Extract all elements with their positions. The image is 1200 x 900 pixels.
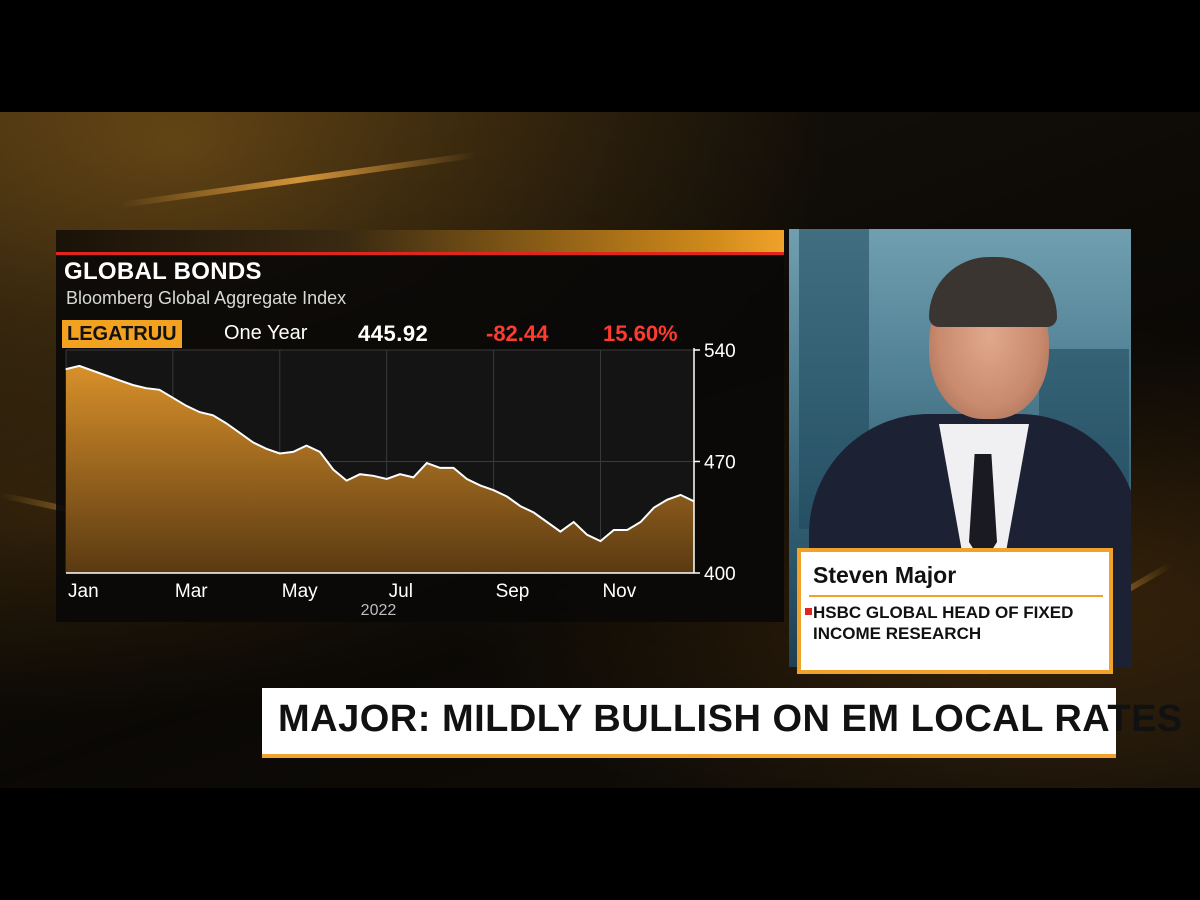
last-value: 445.92 (358, 321, 429, 346)
data-point (613, 529, 615, 531)
data-point (533, 511, 535, 514)
guest-title: HSBC GLOBAL HEAD OF FIXED INCOME RESEARC… (813, 603, 1074, 643)
data-point (680, 494, 682, 496)
data-point (653, 507, 655, 509)
y-tick-label: 540 (704, 341, 736, 362)
period-label: One Year (224, 322, 308, 344)
bullet-icon (805, 608, 812, 615)
series-line (65, 364, 695, 543)
data-point (493, 489, 495, 491)
data-point (265, 448, 267, 450)
data-point (559, 531, 561, 533)
data-point (452, 467, 455, 469)
data-point (666, 499, 668, 501)
data-point (185, 405, 187, 407)
data-point (426, 462, 428, 464)
data-point (466, 478, 468, 480)
data-point (573, 521, 575, 523)
data-point (519, 505, 521, 507)
data-point (145, 387, 147, 389)
data-point (372, 475, 374, 477)
data-point (279, 452, 281, 455)
x-tick-label: May (282, 581, 318, 602)
data-point (92, 370, 94, 372)
y-tick-label: 470 (704, 453, 736, 474)
data-point (225, 422, 227, 424)
guest-lower-third: Steven Major HSBC GLOBAL HEAD OF FIXED I… (797, 548, 1113, 674)
x-tick-label: Sep (496, 581, 530, 602)
data-point (332, 468, 334, 471)
data-point (118, 379, 120, 381)
data-point (626, 529, 628, 531)
data-point (292, 451, 294, 453)
y-tick-label: 400 (704, 564, 736, 585)
data-point (158, 389, 161, 391)
data-point (479, 484, 481, 486)
x-year-label: 2022 (361, 602, 397, 619)
chart-subtitle: Bloomberg Global Aggregate Index (66, 288, 347, 308)
data-point (546, 521, 548, 523)
data-point (239, 432, 241, 434)
ticker-badge: LEGATRUU (62, 320, 182, 348)
data-point (199, 411, 201, 413)
data-point (346, 480, 348, 482)
data-point (252, 441, 254, 443)
data-point (212, 414, 214, 416)
data-point (586, 534, 588, 536)
data-point (319, 451, 321, 453)
data-point (599, 540, 602, 542)
chart-panel: GLOBAL BONDS Bloomberg Global Aggregate … (56, 230, 784, 622)
data-point (386, 478, 388, 480)
data-point (640, 521, 642, 523)
net-change: -82.44 (486, 321, 549, 346)
guest-name: Steven Major (813, 562, 957, 588)
data-point (359, 473, 361, 475)
data-point (305, 445, 308, 447)
data-point (439, 467, 441, 469)
lower-third-rule (809, 595, 1103, 597)
panel-header-bar (56, 230, 784, 252)
x-tick-label: Mar (175, 581, 208, 602)
data-point (105, 374, 107, 377)
data-point (78, 365, 80, 367)
x-tick-label: Nov (602, 581, 636, 602)
data-point (65, 368, 67, 370)
data-point (399, 473, 401, 475)
data-point (506, 495, 508, 498)
data-point (132, 384, 134, 386)
data-point (172, 397, 174, 399)
panel-header-rule (56, 252, 784, 255)
background-light-streak (119, 151, 477, 208)
series-area (66, 365, 694, 573)
headline-text: MAJOR: MILDLY BULLISH ON EM LOCAL RATES (278, 698, 1183, 740)
quote-row: LEGATRUU One Year 445.92 -82.44 15.60% (62, 320, 702, 348)
guest-tie (969, 454, 997, 564)
x-tick-label: Jan (68, 581, 99, 602)
chart-title: GLOBAL BONDS (64, 258, 262, 285)
guest-hair (929, 257, 1057, 327)
percent-change: 15.60% (603, 321, 678, 346)
x-tick-label: Jul (389, 581, 413, 602)
headline-banner: MAJOR: MILDLY BULLISH ON EM LOCAL RATES (262, 688, 1182, 758)
area-chart: 540 470 400 Jan Mar May Jul Sep Nov 2022 (65, 341, 736, 619)
data-point (412, 476, 414, 478)
